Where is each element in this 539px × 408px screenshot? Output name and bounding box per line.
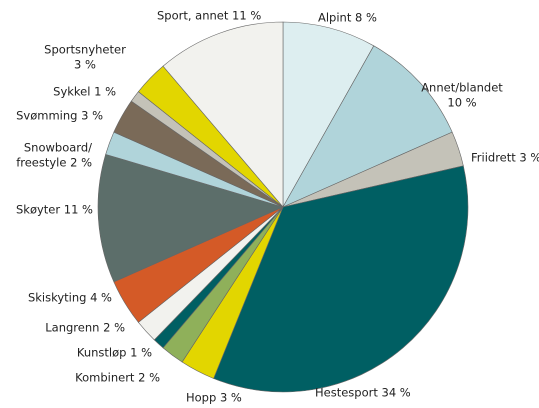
slice-label: 10 % bbox=[447, 96, 476, 110]
pie-slice bbox=[97, 153, 284, 283]
slice-label: 3 % bbox=[74, 58, 96, 72]
slice-label: freestyle 2 % bbox=[16, 156, 92, 170]
slice-label: Sport, annet 11 % bbox=[157, 9, 261, 23]
slice-label: Langrenn 2 % bbox=[45, 321, 125, 335]
slice-label: Hopp 3 % bbox=[186, 391, 242, 405]
slice-label: Kunstløp 1 % bbox=[77, 346, 152, 360]
slice-label: Svømming 3 % bbox=[16, 109, 103, 123]
pie-slice bbox=[213, 165, 469, 393]
pie-slice bbox=[162, 21, 284, 208]
pie-slice bbox=[282, 45, 453, 208]
slice-label: Snowboard/ bbox=[24, 141, 92, 155]
slice-label: Skiskyting 4 % bbox=[28, 291, 112, 305]
slice-label: Sportsnyheter bbox=[44, 43, 126, 57]
slice-label: Hestesport 34 % bbox=[315, 386, 411, 400]
slice-label: Sykkel 1 % bbox=[53, 85, 116, 99]
slice-label: Friidrett 3 % bbox=[471, 151, 539, 165]
pie-slice bbox=[282, 21, 375, 209]
slice-label: Alpint 8 % bbox=[318, 11, 377, 25]
slice-label: Skøyter 11 % bbox=[16, 203, 93, 217]
slice-label: Kombinert 2 % bbox=[75, 371, 160, 385]
slice-label: Annet/blandet bbox=[421, 81, 503, 95]
